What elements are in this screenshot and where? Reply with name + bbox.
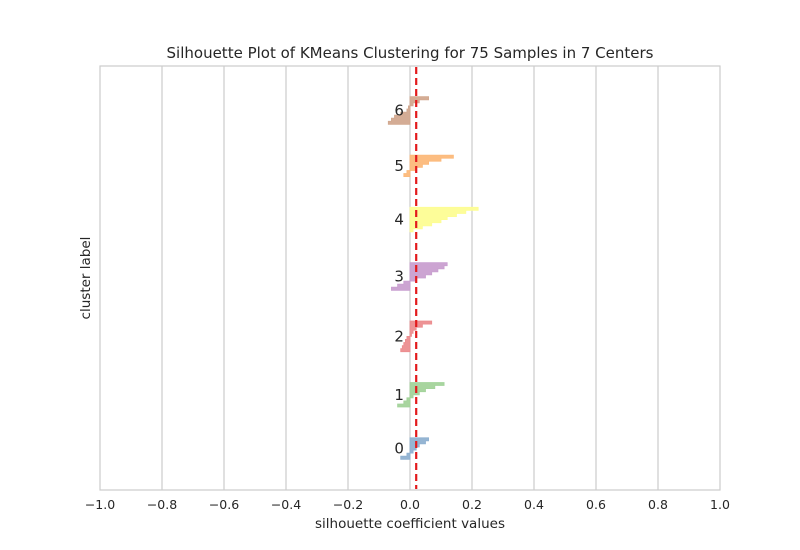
cluster-1-silhouette — [397, 382, 445, 408]
cluster-3-label: 3 — [394, 267, 404, 285]
cluster-6-label: 6 — [394, 102, 404, 120]
x-tick-label: −0.2 — [333, 497, 363, 512]
x-tick-label: 1.0 — [710, 497, 730, 512]
x-tick-label: 0.6 — [586, 497, 606, 512]
cluster-2-silhouette — [400, 320, 433, 353]
y-axis-label: cluster label — [78, 237, 94, 320]
x-tick-labels: −1.0 −0.8 −0.6 −0.4 −0.2 0.0 0.2 0.4 0.6 0.8 1.0 — [85, 497, 730, 512]
plot-frame — [99, 65, 721, 491]
x-tick-label: 0.4 — [524, 497, 544, 512]
cluster-3-silhouette — [390, 262, 448, 291]
cluster-labels: 0 1 2 3 4 5 6 — [394, 102, 404, 458]
cluster-4-silhouette — [409, 206, 479, 233]
cluster-6-silhouette — [387, 96, 430, 125]
cluster-5-label: 5 — [394, 157, 404, 175]
x-tick-label: −0.4 — [271, 497, 301, 512]
x-tick-label: −0.8 — [147, 497, 177, 512]
x-tick-label: 0.8 — [648, 497, 668, 512]
x-tick-label: −1.0 — [85, 497, 115, 512]
x-tick-label: 0.2 — [462, 497, 482, 512]
cluster-0-label: 0 — [394, 440, 404, 458]
cluster-0-silhouette — [400, 437, 430, 460]
chart-title: Silhouette Plot of KMeans Clustering for… — [167, 44, 654, 62]
x-axis-label: silhouette coefficient values — [315, 516, 505, 532]
cluster-2-label: 2 — [394, 327, 404, 345]
cluster-5-silhouette — [403, 154, 454, 178]
cluster-1-label: 1 — [394, 386, 404, 404]
cluster-4-label: 4 — [394, 211, 404, 229]
x-tick-label: 0.0 — [400, 497, 420, 512]
x-tick-label: −0.6 — [209, 497, 239, 512]
